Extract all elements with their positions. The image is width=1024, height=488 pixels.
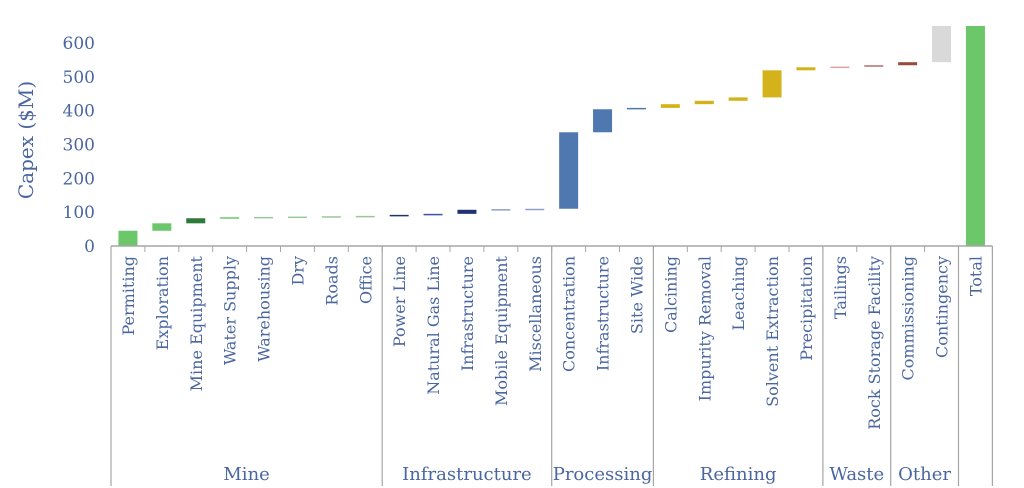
x-tick-label: Site Wide xyxy=(627,256,646,334)
x-tick-label: Impurity Removal xyxy=(695,256,714,401)
bar xyxy=(389,214,409,217)
bar xyxy=(423,213,443,216)
x-tick-label: Water Supply xyxy=(221,256,240,365)
bar xyxy=(593,109,613,133)
x-tick-label: Solvent Extraction xyxy=(763,256,782,407)
x-tick-label: Precipitation xyxy=(797,256,816,361)
bar xyxy=(491,209,511,211)
bar xyxy=(796,67,816,71)
x-tick-label: Dry xyxy=(288,256,307,286)
y-tick-label: 600 xyxy=(63,34,95,54)
x-tick-label: Contingency xyxy=(933,256,952,358)
x-tick-label: Warehousing xyxy=(255,256,274,362)
x-tick-label: Roads xyxy=(322,256,341,306)
bar xyxy=(355,215,375,218)
group-label: Waste xyxy=(829,464,884,485)
bar xyxy=(694,100,714,105)
bar xyxy=(864,65,884,67)
bar xyxy=(965,25,985,246)
y-tick-label: 400 xyxy=(63,102,95,122)
bar xyxy=(287,216,307,219)
x-tick-label: Commissioning xyxy=(899,256,918,380)
y-axis-label: Capex ($M) xyxy=(14,81,38,199)
x-tick-label: Mine Equipment xyxy=(187,255,206,391)
y-axis: 0 100 200 300 400 500 600 xyxy=(63,34,95,257)
bar xyxy=(898,62,918,66)
x-tick-label: Total xyxy=(966,256,985,296)
bar xyxy=(525,208,545,211)
bar xyxy=(762,70,782,98)
x-axis: Permiting Exploration Mine Equipment Water … xyxy=(110,245,993,430)
y-tick-label: 200 xyxy=(63,169,95,189)
x-tick-label: Exploration xyxy=(153,256,172,350)
bar xyxy=(728,97,748,101)
bar xyxy=(118,230,138,246)
bar xyxy=(186,218,206,224)
x-tick-label: Infrastructure xyxy=(594,256,613,371)
group-label: Processing xyxy=(553,464,653,485)
bar xyxy=(321,216,341,218)
x-tick-label: Tailings xyxy=(831,256,850,319)
y-tick-label: 100 xyxy=(63,203,95,223)
bar xyxy=(932,25,952,63)
x-tick-label: Permiting xyxy=(119,256,138,336)
y-tick-label: 0 xyxy=(84,237,95,257)
x-tick-label: Miscellaneous xyxy=(526,256,545,372)
group-label: Refining xyxy=(700,464,777,485)
bar xyxy=(457,209,477,214)
bars xyxy=(118,25,985,246)
bar xyxy=(254,216,274,219)
x-tick-label: Natural Gas Line xyxy=(424,256,443,395)
group-label: Other xyxy=(898,464,951,485)
bar xyxy=(660,104,680,108)
x-tick-label: Rock Storage Facility xyxy=(865,256,884,430)
bar xyxy=(220,217,240,219)
x-tick-label: Calcining xyxy=(661,256,680,333)
group-label: Mine xyxy=(223,464,269,485)
y-tick-label: 300 xyxy=(63,135,95,155)
x-tick-label: Office xyxy=(356,256,375,304)
x-tick-label: Leaching xyxy=(729,256,748,331)
category-groups: Mine Infrastructure Processing Refining Wast… xyxy=(110,246,994,486)
y-tick-label: 500 xyxy=(63,68,95,88)
x-tick-label: Power Line xyxy=(390,256,409,347)
x-tick-label: Infrastructure xyxy=(458,256,477,371)
group-label: Infrastructure xyxy=(402,464,532,485)
bar xyxy=(559,132,579,209)
x-tick-label: Mobile Equipment xyxy=(492,255,511,406)
bar xyxy=(152,223,172,231)
bar xyxy=(626,107,646,110)
bar xyxy=(830,66,850,69)
x-tick-label: Concentration xyxy=(560,256,579,372)
